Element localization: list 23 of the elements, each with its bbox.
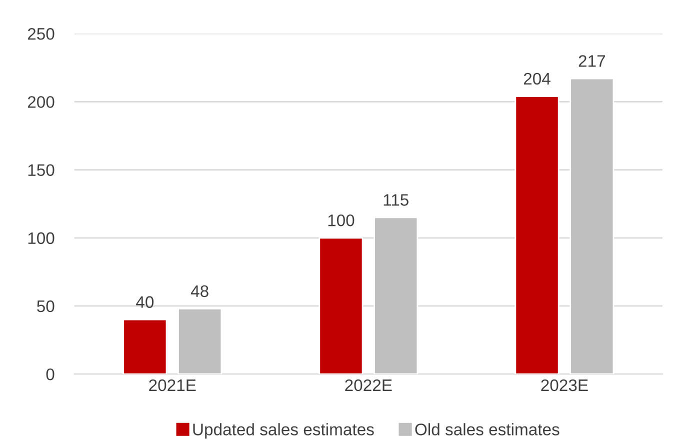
bar: [570, 78, 614, 374]
x-tick-label: 2022E: [345, 379, 392, 392]
data-label: 115: [384, 194, 408, 206]
legend-label: Old sales estimates: [415, 423, 560, 436]
x-tick-label: 2021E: [149, 379, 196, 392]
y-tick-label: 200: [28, 96, 54, 108]
data-label: 40: [136, 296, 154, 308]
data-label: 48: [190, 285, 208, 298]
bar: [178, 308, 222, 374]
bar: [374, 216, 418, 374]
y-tick-label: 150: [28, 164, 54, 176]
y-tick-label: 50: [37, 300, 54, 312]
bar: [122, 318, 168, 374]
bar: [514, 96, 560, 374]
data-label: 100: [328, 214, 354, 226]
y-tick-label: 100: [28, 232, 54, 244]
x-tick-label: 2023E: [541, 379, 588, 392]
data-label: 217: [578, 55, 605, 67]
legend-label: Updated sales estimates: [193, 423, 374, 439]
y-tick-label: 0: [46, 368, 54, 380]
y-tick-label: 250: [28, 28, 54, 40]
data-label: 204: [524, 72, 550, 85]
bar: [318, 237, 364, 374]
